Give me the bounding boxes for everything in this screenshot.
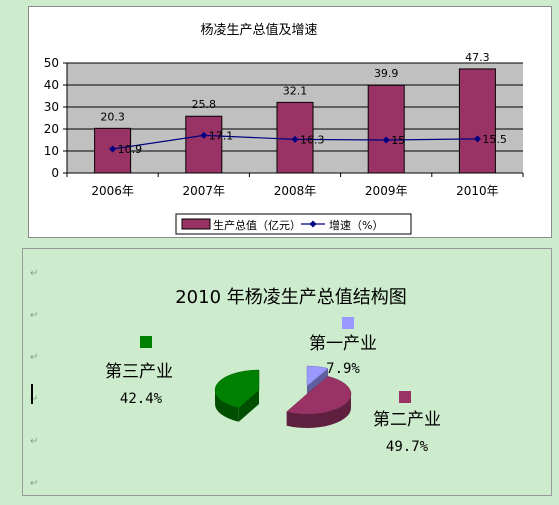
paragraph-mark: ↵ [30,478,39,489]
legend-marker [399,391,411,403]
pie-slice-side [286,394,351,428]
paragraph-mark: ↵ [30,310,39,321]
legend-label: 增速（%） [329,218,383,232]
legend-label: 生产总值（亿元） [213,218,301,232]
paragraph-mark: ↵ [30,394,39,405]
growth-point [291,135,299,143]
line-value-label: 10.9 [118,143,143,156]
legend-swatch-marker [309,220,317,228]
bar-value-label: 32.1 [283,84,308,97]
paragraph-mark: ↵ [30,352,39,363]
pie-chart-panel: 2010 年杨凌生产总值结构图第一产业 7.9% 第二产业 49.7% 第三产业 42.4… [22,248,552,496]
line-value-label: 16.3 [300,133,325,146]
slice-percent-label: 42.4% [120,391,163,407]
x-tick-label: 2007年 [183,184,226,198]
line-value-label: 17.1 [209,129,234,142]
y-tick-label: 10 [44,144,59,158]
growth-point [200,131,208,139]
bar [458,68,496,174]
pie-slice [214,369,260,409]
x-tick-label: 2006年 [91,184,134,198]
x-tick-label: 2009年 [365,184,408,198]
bar [276,101,314,174]
bar-value-label: 20.3 [100,110,125,123]
y-tick-label: 30 [44,100,59,114]
growth-point [473,135,481,143]
chart-title: 杨凌生产总值及增速 [200,22,317,38]
legend-marker [140,336,152,348]
growth-point [109,145,117,153]
line-value-label: 15 [391,134,405,147]
legend-swatch-bar [181,218,211,230]
slice-name-label: 第二产业 [373,410,441,430]
legend: 生产总值（亿元） 增速（%） [175,213,412,235]
y-tick-label: 20 [44,122,59,136]
bar-value-label: 47.3 [465,51,490,64]
legend-marker [342,317,354,329]
slice-percent-label: 7.9% [326,361,360,377]
legend-box [175,213,412,235]
line-value-label: 15.5 [482,133,507,146]
pie-slice [306,365,329,387]
bar-value-label: 25.8 [192,98,217,111]
y-tick-label: 50 [44,56,59,70]
pie-slice-side [214,390,239,422]
slice-name-label: 第一产业 [309,334,377,354]
bar-line-chart: 杨凌生产总值及增速 0 10 20 30 40 50 2006年 2007年 2008年 2009年… [44,22,524,235]
y-tick-label: 0 [51,166,59,180]
bar [185,115,223,174]
bar-value-label: 39.9 [374,67,399,80]
paragraph-mark: ↵ [30,436,39,447]
x-tick-label: 2008年 [274,184,317,198]
y-tick-label: 40 [44,78,59,92]
growth-point [382,136,390,144]
bar-chart-panel: 杨凌生产总值及增速 0 10 20 30 40 50 2006年 2007年 2008年 2009年… [28,6,552,238]
slice-name-label: 第三产业 [105,362,173,382]
slice-percent-label: 49.7% [386,439,429,455]
pie-slice [286,376,352,415]
x-tick-label: 2010年 [456,184,499,198]
pie-slice-face [238,390,259,422]
text-cursor [31,384,33,404]
bar [367,84,405,174]
pie-title: 2010 年杨凌生产总值结构图 [175,287,407,308]
paragraph-mark: ↵ [30,268,39,279]
